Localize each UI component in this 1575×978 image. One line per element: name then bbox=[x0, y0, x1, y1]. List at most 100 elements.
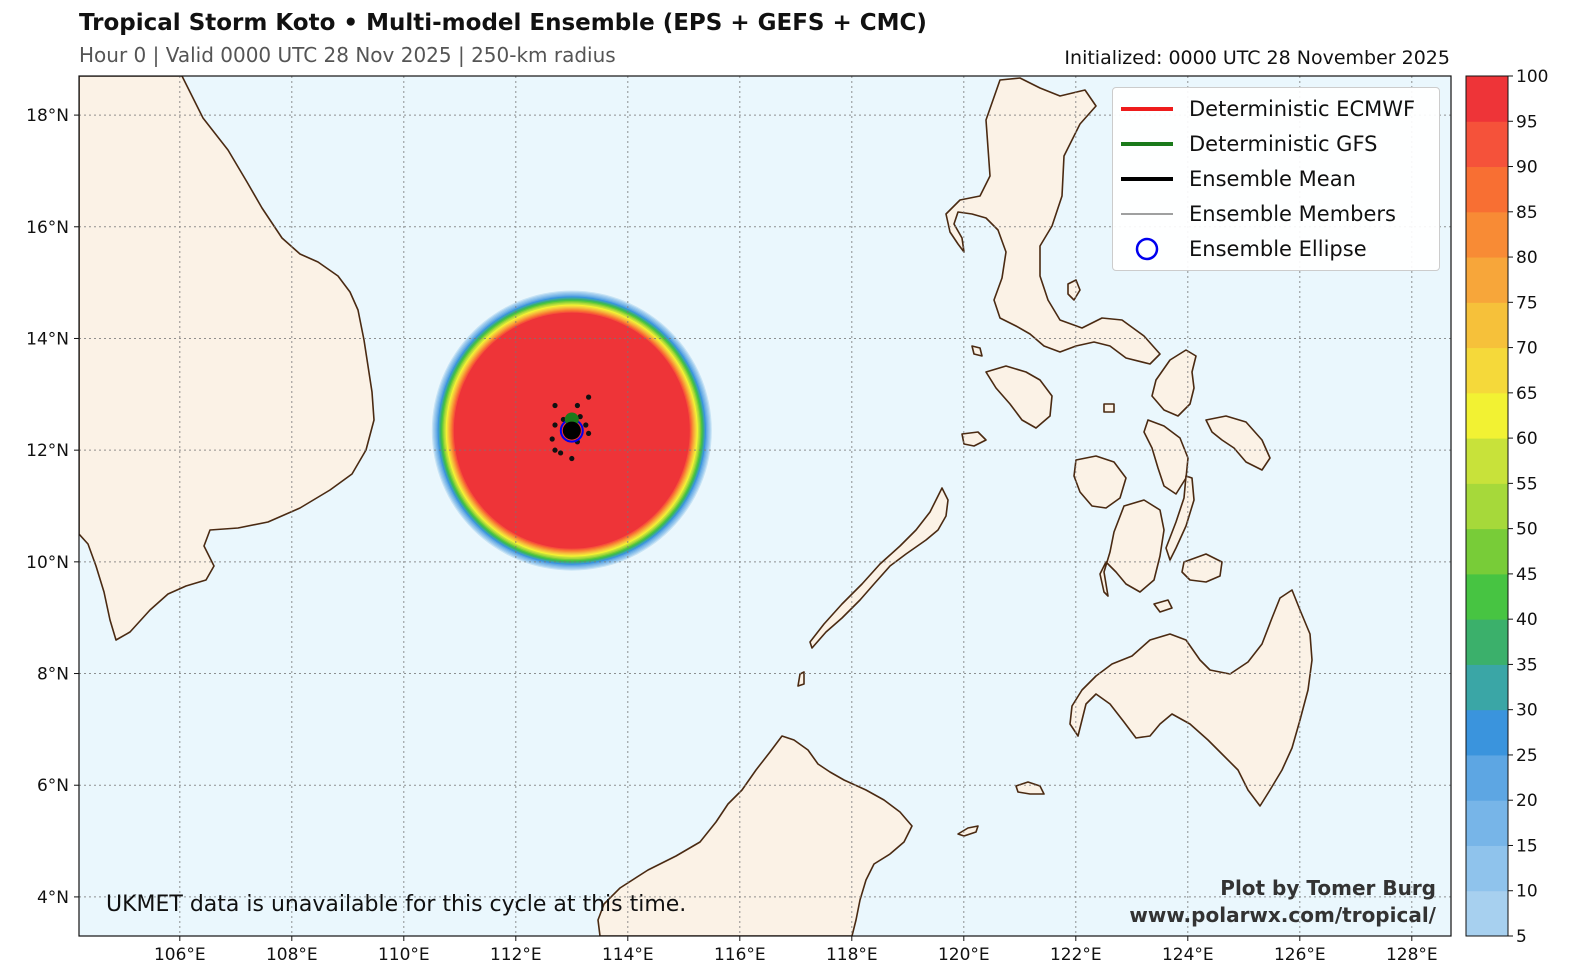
panay-island bbox=[1073, 455, 1127, 509]
luzon-island bbox=[945, 77, 1161, 365]
colorbar-tick-label: 95 bbox=[1516, 112, 1538, 132]
colorbar-segment bbox=[1466, 166, 1508, 213]
colorbar-segment bbox=[1466, 709, 1508, 756]
lon-tick-label: 116°E bbox=[714, 945, 766, 965]
gridlines bbox=[79, 76, 1451, 936]
colorbar-segment bbox=[1466, 121, 1508, 168]
colorbar-tick-label: 10 bbox=[1516, 882, 1538, 902]
mindoro-island bbox=[985, 365, 1053, 429]
colorbar-tick-label: 60 bbox=[1516, 429, 1538, 449]
ensemble-member-point bbox=[552, 422, 558, 428]
colorbar-segment bbox=[1466, 664, 1508, 711]
ensemble-members bbox=[549, 394, 592, 462]
ensemble-member-point bbox=[558, 450, 564, 456]
credit-url: www.polarwx.com/tropical/ bbox=[1129, 903, 1436, 927]
lat-tick-label: 18°N bbox=[26, 106, 69, 126]
lon-tick-label: 128°E bbox=[1386, 945, 1438, 965]
ukmet-unavailable-note: UKMET data is unavailable for this cycle… bbox=[106, 892, 687, 917]
sulu-islet-2 bbox=[957, 825, 979, 837]
colorbar-segment bbox=[1466, 392, 1508, 439]
ensemble-member-point bbox=[586, 430, 592, 437]
map-frame bbox=[78, 75, 1452, 937]
ensemble-member-point bbox=[549, 436, 555, 442]
ensemble-member-point bbox=[552, 402, 558, 409]
colorbar-tick-label: 50 bbox=[1516, 520, 1538, 540]
ensemble-member-point bbox=[552, 447, 558, 453]
sulu-islet-1 bbox=[1015, 781, 1045, 795]
lon-tick-label: 126°E bbox=[1274, 945, 1326, 965]
lat-tick-label: 4°N bbox=[37, 888, 69, 908]
ensemble-mean-position bbox=[562, 421, 581, 440]
legend-label: Ensemble Mean bbox=[1189, 167, 1356, 191]
colorbar-segment bbox=[1466, 754, 1508, 801]
lon-tick-label: 118°E bbox=[826, 945, 878, 965]
legend-label: Ensemble Members bbox=[1189, 202, 1396, 226]
colorbar-tick-label: 45 bbox=[1516, 565, 1538, 585]
colorbar-segment bbox=[1466, 257, 1508, 303]
ensemble-member-point bbox=[586, 394, 592, 400]
colorbar-tick-label: 70 bbox=[1516, 339, 1538, 359]
colorbar-tick-label: 100 bbox=[1516, 67, 1548, 87]
lat-tick-label: 12°N bbox=[26, 441, 69, 461]
plot-credit: Plot by Tomer Burg bbox=[1220, 876, 1436, 900]
legend-item-ensemble-mean: Ensemble Mean bbox=[1113, 162, 1439, 196]
ensemble-member-point bbox=[574, 402, 581, 409]
colorbar-segment bbox=[1466, 211, 1508, 258]
colorbar-tick-label: 80 bbox=[1516, 248, 1538, 268]
colorbar-tick-label: 65 bbox=[1516, 384, 1538, 404]
leyte-island bbox=[1143, 419, 1189, 495]
colorbar-segment bbox=[1466, 890, 1508, 937]
legend-label: Deterministic GFS bbox=[1189, 132, 1378, 156]
colorbar-frame bbox=[1465, 75, 1509, 937]
bohol-island bbox=[1181, 553, 1223, 583]
lat-tick-label: 10°N bbox=[26, 553, 69, 573]
lon-tick-label: 122°E bbox=[1050, 945, 1102, 965]
lon-tick-label: 114°E bbox=[602, 945, 654, 965]
lat-tick-label: 8°N bbox=[37, 665, 69, 685]
mindanao-island bbox=[1069, 589, 1313, 807]
lon-tick-label: 110°E bbox=[378, 945, 430, 965]
lon-tick-label: 108°E bbox=[266, 945, 318, 965]
colorbar-tick-label: 5 bbox=[1516, 927, 1527, 947]
colorbar-tick-label: 55 bbox=[1516, 474, 1538, 494]
legend-item-ecmwf: Deterministic ECMWF bbox=[1113, 92, 1439, 126]
small-islet-a bbox=[1067, 279, 1081, 301]
colorbar-segment bbox=[1466, 528, 1508, 575]
colorbar-segment bbox=[1466, 483, 1508, 530]
land-masses bbox=[79, 76, 1313, 936]
lat-tick-label: 14°N bbox=[26, 329, 69, 349]
lat-tick-label: 16°N bbox=[26, 218, 69, 238]
lon-tick-label: 124°E bbox=[1162, 945, 1214, 965]
colorbar-tick-label: 40 bbox=[1516, 610, 1538, 630]
ensemble-member-point bbox=[569, 455, 575, 462]
samar-island bbox=[1151, 349, 1197, 417]
lon-tick-label: 112°E bbox=[490, 945, 542, 965]
palawan-island bbox=[809, 487, 949, 649]
chart-title: Tropical Storm Koto • Multi-model Ensemb… bbox=[79, 10, 927, 36]
colorbar-segment bbox=[1466, 347, 1508, 394]
ellipse-circle-icon bbox=[1135, 237, 1159, 261]
legend-item-gfs: Deterministic GFS bbox=[1113, 127, 1439, 161]
negros-island bbox=[1099, 499, 1165, 597]
colorbar-tick-label: 25 bbox=[1516, 746, 1538, 766]
map-legend: Deterministic ECMWF Deterministic GFS En… bbox=[1112, 87, 1440, 271]
colorbar-segment bbox=[1466, 573, 1508, 620]
legend-item-ensemble-members: Ensemble Members bbox=[1113, 197, 1439, 231]
colorbar-tick-label: 90 bbox=[1516, 158, 1538, 178]
colorbar-segment bbox=[1466, 302, 1508, 349]
colorbar-tick-label: 20 bbox=[1516, 791, 1538, 811]
colorbar-segment bbox=[1466, 800, 1508, 846]
lon-tick-label: 106°E bbox=[154, 945, 206, 965]
initialized-time: Initialized: 0000 UTC 28 November 2025 bbox=[1064, 47, 1450, 69]
chart-subtitle: Hour 0 | Valid 0000 UTC 28 Nov 2025 | 25… bbox=[79, 43, 616, 67]
longitude-labels: 106°E 108°E 110°E 112°E 114°E 116°E 118°E 120°E… bbox=[154, 936, 1438, 965]
lon-tick-label: 120°E bbox=[938, 945, 990, 965]
legend-label: Ensemble Ellipse bbox=[1189, 237, 1367, 261]
ensemble-member-point bbox=[560, 416, 567, 423]
legend-item-ensemble-ellipse: Ensemble Ellipse bbox=[1113, 232, 1439, 266]
lat-tick-label: 6°N bbox=[37, 776, 69, 796]
colorbar-tick-label: 15 bbox=[1516, 836, 1538, 856]
colorbar-tick-label: 30 bbox=[1516, 701, 1538, 721]
latitude-labels: 4°N 6°N 8°N 10°N 12°N 14°N 16°N 18°N bbox=[26, 106, 79, 908]
colorbar-tick-label: 35 bbox=[1516, 655, 1538, 675]
